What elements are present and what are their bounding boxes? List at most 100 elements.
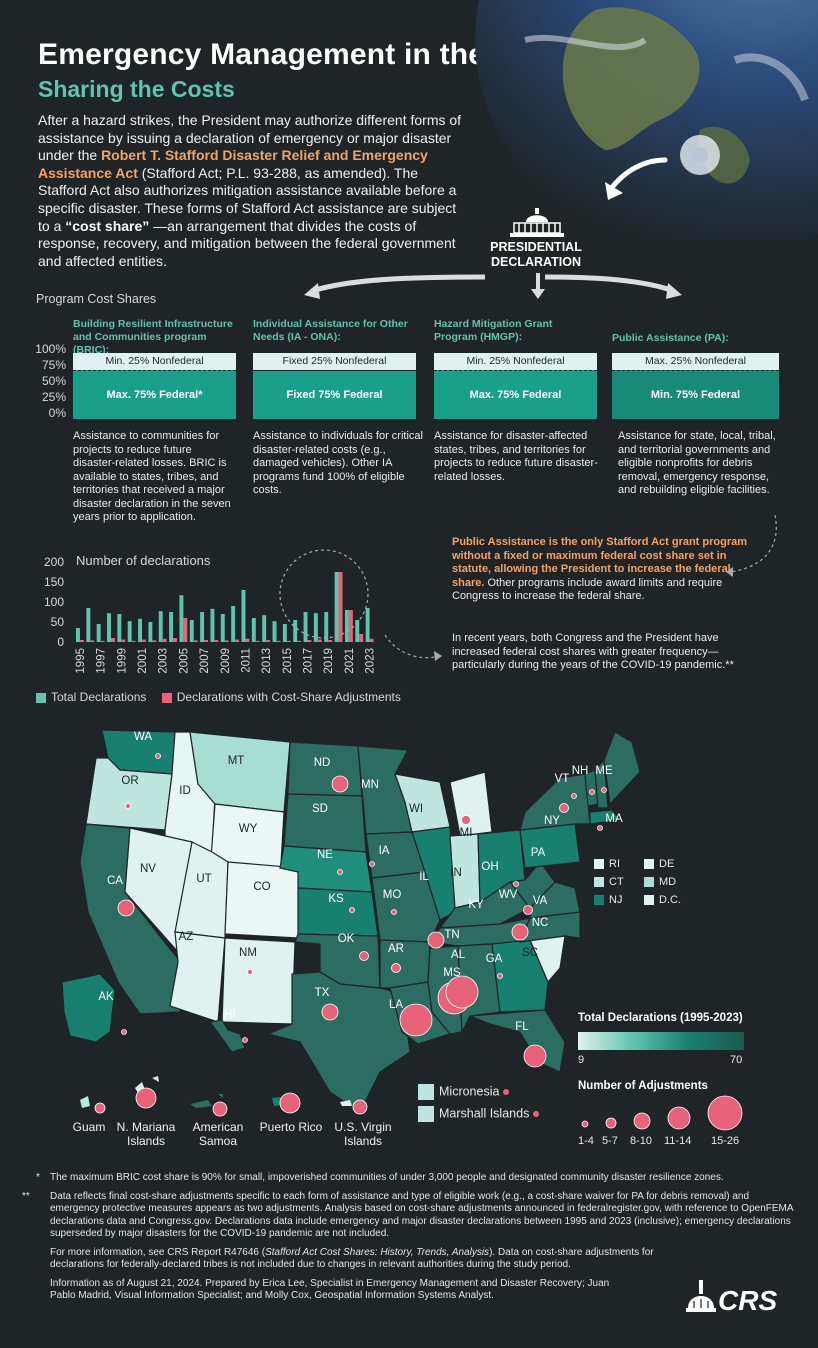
state-label-ms: MS [443, 967, 461, 979]
footnote-double-star: ** Data reflects final cost-share adjustm… [22, 1190, 796, 1241]
bar-total-declarations [241, 590, 246, 642]
state-label-va: VA [533, 895, 548, 907]
adjustment-bubble-ma [597, 825, 603, 831]
state-al [457, 943, 501, 1035]
state-label-mt: MT [228, 755, 245, 767]
stafford-act-name: Robert T. Stafford Disaster Relief and E… [38, 147, 428, 181]
total-declarations-legend-title: Total Declarations (1995-2023) [578, 1012, 743, 1024]
bar-total-declarations [231, 606, 236, 642]
adjustment-bubble-ks [349, 907, 355, 913]
program-bric: Building Resilient Infrastructure and Co… [73, 318, 233, 357]
state-nd [287, 741, 363, 797]
swatch-ct [594, 877, 604, 888]
bar-cost-share-adjustments [110, 638, 115, 642]
bar-cost-share-adjustments [307, 640, 312, 642]
bar-cost-share-adjustments [348, 610, 353, 642]
bar-cost-share-adjustments [359, 634, 364, 642]
pa-cost-bar: Max. 25% Nonfederal Min. 75% Federal [612, 353, 779, 419]
x-tick-label: 2009 [220, 648, 232, 674]
bar-cost-share-adjustments [297, 640, 302, 642]
bar-cost-share-adjustments [224, 640, 229, 642]
swatch-md [644, 877, 654, 888]
territory-bubble [352, 1099, 368, 1115]
territory-bubble [212, 1101, 228, 1117]
territory-pr: Puerto Rico [259, 1120, 323, 1134]
adjustment-bubble-ne [337, 869, 343, 875]
program-hmgp: Hazard Mitigation Grant Program (HMGP): [434, 318, 594, 344]
state-label-wa: WA [134, 731, 152, 743]
bar-total-declarations [334, 572, 339, 642]
state-label-ok: OK [338, 933, 355, 945]
state-az [169, 931, 226, 1023]
footnote-star: * The maximum BRIC cost share is 90% for … [36, 1172, 796, 1185]
crs-logo: CRS [686, 1280, 777, 1316]
adjustment-bubble-la [399, 1003, 433, 1037]
state-label-ne: NE [317, 849, 333, 861]
bar-total-declarations [200, 612, 205, 642]
adjustments-bubble-legend [581, 1095, 743, 1131]
label-de: DE [659, 858, 675, 870]
marshall-text: Marshall Islands [439, 1106, 530, 1121]
state-label-or: OR [121, 775, 138, 787]
adjustment-bubble-al [445, 975, 479, 1009]
x-tick-label: 2007 [199, 648, 211, 674]
state-label-ut: UT [196, 873, 211, 885]
state-label-wy: WY [239, 823, 258, 835]
micronesia-text: Micronesia [439, 1084, 500, 1099]
adjustment-bubble-wv [513, 881, 519, 887]
crs-logo-text: CRS [718, 1285, 777, 1316]
adjustment-bubble-vt [571, 793, 577, 799]
state-label-pa: PA [531, 847, 546, 859]
bar-cost-share-adjustments [245, 638, 250, 642]
state-label-wi: WI [409, 803, 423, 815]
adjustment-bubble-ny [559, 803, 569, 813]
bar-total-declarations [179, 595, 184, 642]
state-wv [508, 861, 556, 909]
territory-cnmi: N. Mariana Islands [116, 1120, 176, 1148]
swatch-dc [644, 895, 654, 906]
bar-total-declarations [169, 612, 174, 642]
intro-paragraph: After a hazard strikes, the President ma… [38, 112, 468, 270]
adjustment-bubble-nm [247, 969, 253, 975]
adjustment-bubble-wa [155, 753, 161, 759]
x-tick-label: 2015 [282, 648, 294, 674]
bar-cost-share-adjustments [328, 640, 333, 642]
x-tick-label: 2011 [240, 648, 252, 673]
bar-cost-share-adjustments [369, 638, 374, 642]
adjustment-bubble-ga [497, 973, 503, 979]
x-tick-label: 2021 [344, 648, 356, 674]
credits: Information as of August 21, 2024. Prepa… [50, 1277, 610, 1302]
bar-cost-share-adjustments [183, 618, 188, 642]
chart-title: Number of declarations [76, 553, 211, 568]
gradient-min-label: 9 [578, 1054, 585, 1066]
covid-highlight-circle [279, 549, 369, 639]
state-label-mo: MO [383, 889, 402, 901]
y-tick-label: 100 [44, 595, 64, 609]
y-tick-label: 0 [57, 635, 64, 649]
bar-total-declarations [210, 608, 215, 642]
footnote-text: The maximum BRIC cost share is 90% for s… [50, 1172, 724, 1183]
state-label-oh: OH [481, 861, 498, 873]
adjustment-bubble-ak [121, 1029, 127, 1035]
y-tick: 75% [41, 358, 66, 372]
bubble-15-26 [707, 1095, 743, 1131]
bar-total-declarations [293, 620, 298, 642]
chart-legend: Total Declarations Declarations with Cos… [36, 690, 401, 704]
bar-total-declarations [324, 612, 329, 642]
adjustment-bubble-nh [589, 789, 595, 795]
program-title: Hazard Mitigation Grant Program (HMGP): [434, 318, 553, 343]
capitol-building-icon [510, 208, 564, 237]
bar-total-declarations [127, 621, 132, 642]
bar-cost-share-adjustments [286, 640, 291, 642]
state-label-vt: VT [555, 773, 570, 785]
state-mi [449, 771, 493, 837]
footnote-text: Data reflects final cost-share adjustmen… [50, 1190, 793, 1240]
state-label-az: AZ [179, 931, 194, 943]
bar-cost-share-adjustments [235, 639, 240, 642]
state-label-wv: WV [499, 889, 518, 901]
bar-total-declarations [355, 620, 360, 642]
bar-total-declarations [148, 622, 153, 642]
territory-samoa-shape [190, 1094, 223, 1108]
x-tick-label: 2001 [137, 648, 149, 674]
state-label-mi: MI [460, 827, 473, 839]
